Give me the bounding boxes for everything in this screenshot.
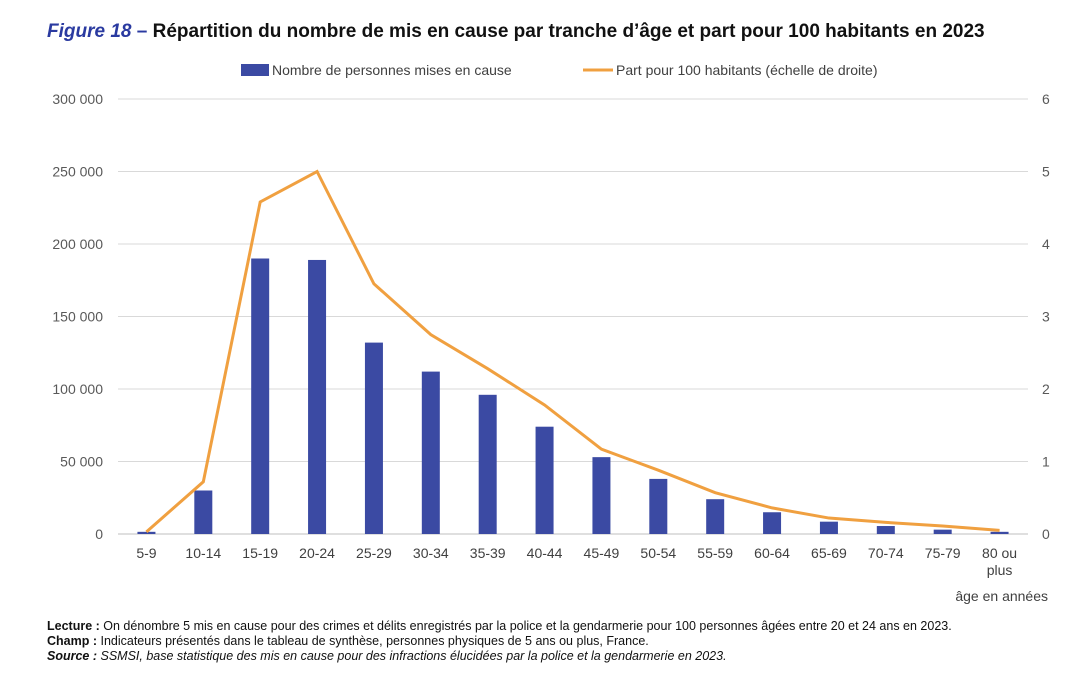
note-champ: Champ : Indicateurs présentés dans le ta…: [47, 634, 952, 649]
note-lecture-text: On dénombre 5 mis en cause pour des crim…: [99, 619, 952, 633]
bar: [251, 258, 270, 534]
figure-number: Figure 18: [47, 21, 132, 42]
y-left-tick-label: 0: [95, 526, 103, 542]
x-tick-label: 5-9: [136, 545, 156, 561]
y-right-tick-label: 3: [1042, 309, 1050, 325]
figure-title: Figure 18 – Répartition du nombre de mis…: [47, 21, 985, 43]
bar: [478, 394, 497, 534]
legend-label-bars: Nombre de personnes mises en cause: [272, 62, 512, 78]
y-right-tick-label: 2: [1042, 381, 1050, 397]
y-right-tick-label: 4: [1042, 236, 1050, 252]
x-tick-label: 60-64: [754, 545, 790, 561]
bar: [990, 531, 1009, 534]
note-lecture: Lecture : On dénombre 5 mis en cause pou…: [47, 619, 952, 634]
bar: [819, 521, 838, 534]
bar: [763, 512, 782, 534]
x-tick-label: 40-44: [527, 545, 563, 561]
bar: [649, 478, 668, 534]
bar: [535, 426, 554, 534]
y-left-tick-label: 100 000: [52, 381, 103, 397]
legend-label-line: Part pour 100 habitants (échelle de droi…: [616, 62, 878, 78]
bar: [933, 529, 952, 534]
x-tick-label: 50-54: [640, 545, 676, 561]
bar: [364, 342, 383, 534]
x-tick-label: 45-49: [584, 545, 620, 561]
bar: [137, 531, 156, 534]
y-left-tick-label: 150 000: [52, 309, 103, 325]
x-tick-label: 10-14: [185, 545, 221, 561]
x-tick-label: 35-39: [470, 545, 506, 561]
x-tick-label: 25-29: [356, 545, 392, 561]
bar: [876, 526, 895, 534]
x-tick-label: plus: [987, 562, 1013, 578]
x-tick-label: 65-69: [811, 545, 847, 561]
bar: [421, 371, 440, 534]
figure-notes: Lecture : On dénombre 5 mis en cause pou…: [47, 619, 952, 664]
bar: [592, 457, 611, 534]
note-source-label: Source :: [47, 649, 98, 663]
x-tick-label: 70-74: [868, 545, 904, 561]
figure-title-text: Répartition du nombre de mis en cause pa…: [152, 21, 985, 42]
x-tick-label: 75-79: [925, 545, 961, 561]
x-tick-label: 15-19: [242, 545, 278, 561]
note-source-text: SSMSI, base statistique des mis en cause…: [97, 649, 727, 663]
y-right-tick-label: 1: [1042, 454, 1050, 470]
x-tick-label: 20-24: [299, 545, 335, 561]
x-axis-unit-label: âge en années: [955, 588, 1048, 604]
y-left-tick-label: 200 000: [52, 236, 103, 252]
figure-dash: –: [131, 21, 153, 42]
legend-swatch-bars: [241, 64, 269, 76]
y-right-tick-label: 6: [1042, 91, 1050, 107]
x-tick-label: 55-59: [697, 545, 733, 561]
y-left-tick-label: 250 000: [52, 164, 103, 180]
bar: [308, 259, 327, 534]
y-right-tick-label: 0: [1042, 526, 1050, 542]
note-champ-label: Champ :: [47, 634, 97, 648]
note-lecture-label: Lecture :: [47, 619, 100, 633]
y-left-tick-label: 50 000: [60, 454, 103, 470]
bar: [706, 499, 725, 534]
bar: [194, 490, 213, 534]
note-champ-text: Indicateurs présentés dans le tableau de…: [97, 634, 649, 648]
x-tick-label: 80 ou: [982, 545, 1017, 561]
x-tick-label: 30-34: [413, 545, 449, 561]
y-left-tick-label: 300 000: [52, 91, 103, 107]
note-source: Source : SSMSI, base statistique des mis…: [47, 649, 952, 664]
series-line: [145, 169, 1000, 533]
y-right-tick-label: 5: [1042, 164, 1050, 180]
